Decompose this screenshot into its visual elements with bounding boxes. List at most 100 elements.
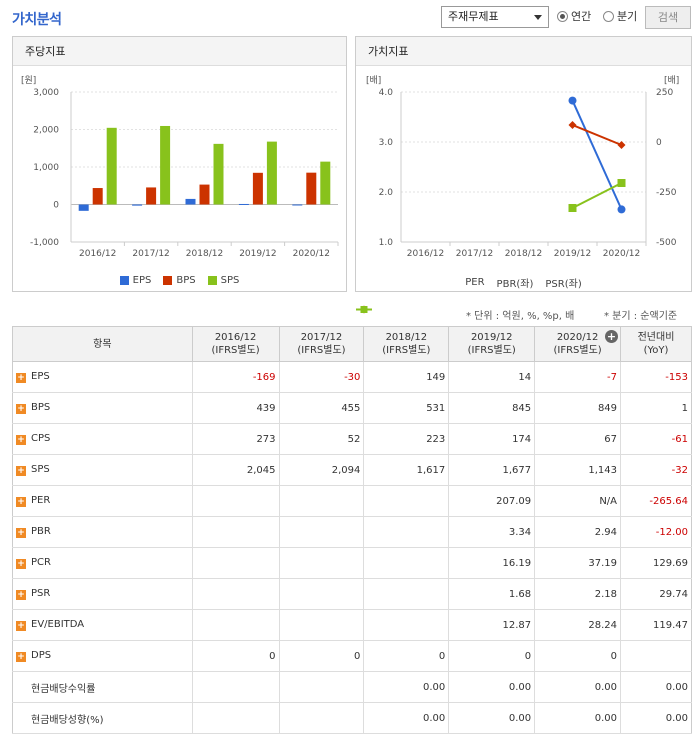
row-label-text: BPS bbox=[31, 402, 51, 413]
line-1 bbox=[572, 124, 622, 146]
search-button[interactable]: 검색 bbox=[645, 6, 691, 29]
bar-sps bbox=[160, 125, 171, 205]
expand-plus-icon[interactable]: + bbox=[16, 466, 26, 476]
bar-eps bbox=[78, 204, 89, 211]
legend-eps[interactable]: EPS bbox=[119, 275, 151, 286]
bar-bps bbox=[199, 184, 210, 205]
table-cell: 1,143 bbox=[534, 454, 622, 486]
table-cell: 1,617 bbox=[363, 454, 450, 486]
table-row: + DPS 0 0 0 0 0 bbox=[12, 640, 692, 672]
table-cell: 0.00 bbox=[620, 702, 692, 734]
row-label-text: PBR bbox=[31, 526, 51, 537]
table-cell: 849 bbox=[534, 392, 622, 424]
table-cell: 2,094 bbox=[279, 454, 365, 486]
row-label[interactable]: + EPS bbox=[12, 361, 193, 393]
x-tick-label: 2019/12 bbox=[239, 249, 276, 259]
add-column-icon[interactable]: + bbox=[605, 330, 619, 343]
table-row: + EV/EBITDA 12.87 28.24 119.47 bbox=[12, 609, 692, 641]
table-cell: 531 bbox=[363, 392, 450, 424]
radio-unchecked-icon[interactable] bbox=[603, 10, 614, 22]
table-header-0: 항목 bbox=[12, 326, 193, 362]
table-cell bbox=[363, 609, 450, 641]
table-cell: 28.24 bbox=[534, 609, 622, 641]
table-header-4: 2019/12 (IFRS별도) bbox=[448, 326, 536, 362]
expand-plus-icon[interactable]: + bbox=[16, 528, 26, 538]
y-tick-label-right: -250 bbox=[656, 188, 677, 198]
bar-sps bbox=[320, 161, 331, 205]
expand-plus-icon[interactable]: + bbox=[16, 559, 26, 569]
table-cell bbox=[279, 516, 365, 548]
table-cell bbox=[279, 485, 365, 517]
table-cell: 0 bbox=[192, 640, 280, 672]
bar-sps bbox=[106, 127, 117, 205]
table-cell: 16.19 bbox=[448, 547, 536, 579]
row-label[interactable]: + PBR bbox=[12, 516, 193, 548]
legend-sps[interactable]: SPS bbox=[207, 275, 239, 286]
table-cell: 0.00 bbox=[534, 671, 622, 703]
radio-quarter[interactable]: 분기 bbox=[603, 8, 637, 24]
table-cell bbox=[363, 516, 450, 548]
radio-annual[interactable]: 연간 bbox=[557, 8, 591, 24]
page-title: 가치분석 bbox=[12, 12, 62, 28]
table-cell bbox=[192, 578, 280, 610]
y-axis-right-label: [배] bbox=[664, 75, 679, 86]
bar-sps bbox=[266, 141, 277, 205]
row-label[interactable]: + PCR bbox=[12, 547, 193, 579]
row-label[interactable]: + PER bbox=[12, 485, 193, 517]
per-share-bar-chart: [원] 3,000 2,000 1,000 0 -1,000 2016/12 2017/12 2… bbox=[21, 75, 339, 259]
expand-plus-icon[interactable]: + bbox=[16, 435, 26, 445]
bar-bps bbox=[146, 187, 157, 205]
radio-checked-icon[interactable] bbox=[557, 10, 568, 22]
table-header-5: 2020/12 (IFRS별도) + bbox=[534, 326, 622, 362]
table-cell: 67 bbox=[534, 423, 622, 455]
bar-bps bbox=[252, 172, 263, 205]
table-cell: 455 bbox=[279, 392, 365, 424]
table-cell: -169 bbox=[192, 361, 280, 393]
y-tick-label-right: -500 bbox=[656, 238, 677, 248]
table-cell: 14 bbox=[448, 361, 536, 393]
table-cell: 207.09 bbox=[448, 485, 536, 517]
x-tick-label: 2020/12 bbox=[603, 249, 640, 259]
bar-eps bbox=[185, 198, 196, 205]
statement-select[interactable]: 주재무제표 bbox=[441, 6, 549, 28]
y-tick-label-right: 250 bbox=[656, 88, 673, 98]
table-cell: -265.64 bbox=[620, 485, 692, 517]
expand-plus-icon[interactable]: + bbox=[16, 652, 26, 662]
table-row: + PSR 1.68 2.18 29.74 bbox=[12, 578, 692, 610]
expand-plus-icon[interactable]: + bbox=[16, 590, 26, 600]
expand-plus-icon[interactable]: + bbox=[16, 497, 26, 507]
table-cell: 29.74 bbox=[620, 578, 692, 610]
table-cell: 0 bbox=[448, 640, 536, 672]
table-header-6: 전년대비 (YoY) bbox=[620, 326, 692, 362]
table-header-2: 2017/12 (IFRS별도) bbox=[278, 326, 365, 362]
row-label[interactable]: + EV/EBITDA bbox=[12, 609, 193, 641]
table-header-3: 2018/12 (IFRS별도) bbox=[363, 326, 450, 362]
expand-plus-icon[interactable]: + bbox=[16, 404, 26, 414]
legend-pbr[interactable]: PBR(좌) bbox=[356, 275, 533, 314]
table-cell bbox=[279, 609, 365, 641]
table-row: + PCR 16.19 37.19 129.69 bbox=[12, 547, 692, 579]
table-cell: 149 bbox=[363, 361, 450, 393]
table-cell: 129.69 bbox=[620, 547, 692, 579]
expand-plus-icon[interactable]: + bbox=[16, 621, 26, 631]
table-row: + PER 207.09 N/A -265.64 bbox=[12, 485, 692, 517]
row-label[interactable]: + BPS bbox=[12, 392, 193, 424]
expand-plus-icon[interactable]: + bbox=[16, 373, 26, 383]
row-label[interactable]: + SPS bbox=[12, 454, 193, 486]
row-label[interactable]: + PSR bbox=[12, 578, 193, 610]
y-tick-label: 1,000 bbox=[33, 163, 59, 173]
table-cell: 0 bbox=[534, 640, 622, 672]
line-0 bbox=[571, 100, 623, 210]
row-label-text: PER bbox=[31, 495, 51, 506]
legend-bps[interactable]: BPS bbox=[163, 275, 196, 286]
legend-per[interactable]: PER bbox=[356, 277, 485, 313]
table-cell bbox=[192, 516, 280, 548]
row-label[interactable]: + CPS bbox=[12, 423, 193, 455]
legend-psr[interactable]: PSR(좌) bbox=[356, 275, 582, 313]
row-label[interactable]: + DPS bbox=[12, 640, 193, 672]
bar-bps bbox=[92, 188, 103, 205]
x-tick-label: 2018/12 bbox=[186, 249, 223, 259]
table-cell: N/A bbox=[534, 485, 622, 517]
table-cell: -32 bbox=[620, 454, 692, 486]
y-tick-label: -1,000 bbox=[30, 238, 59, 248]
